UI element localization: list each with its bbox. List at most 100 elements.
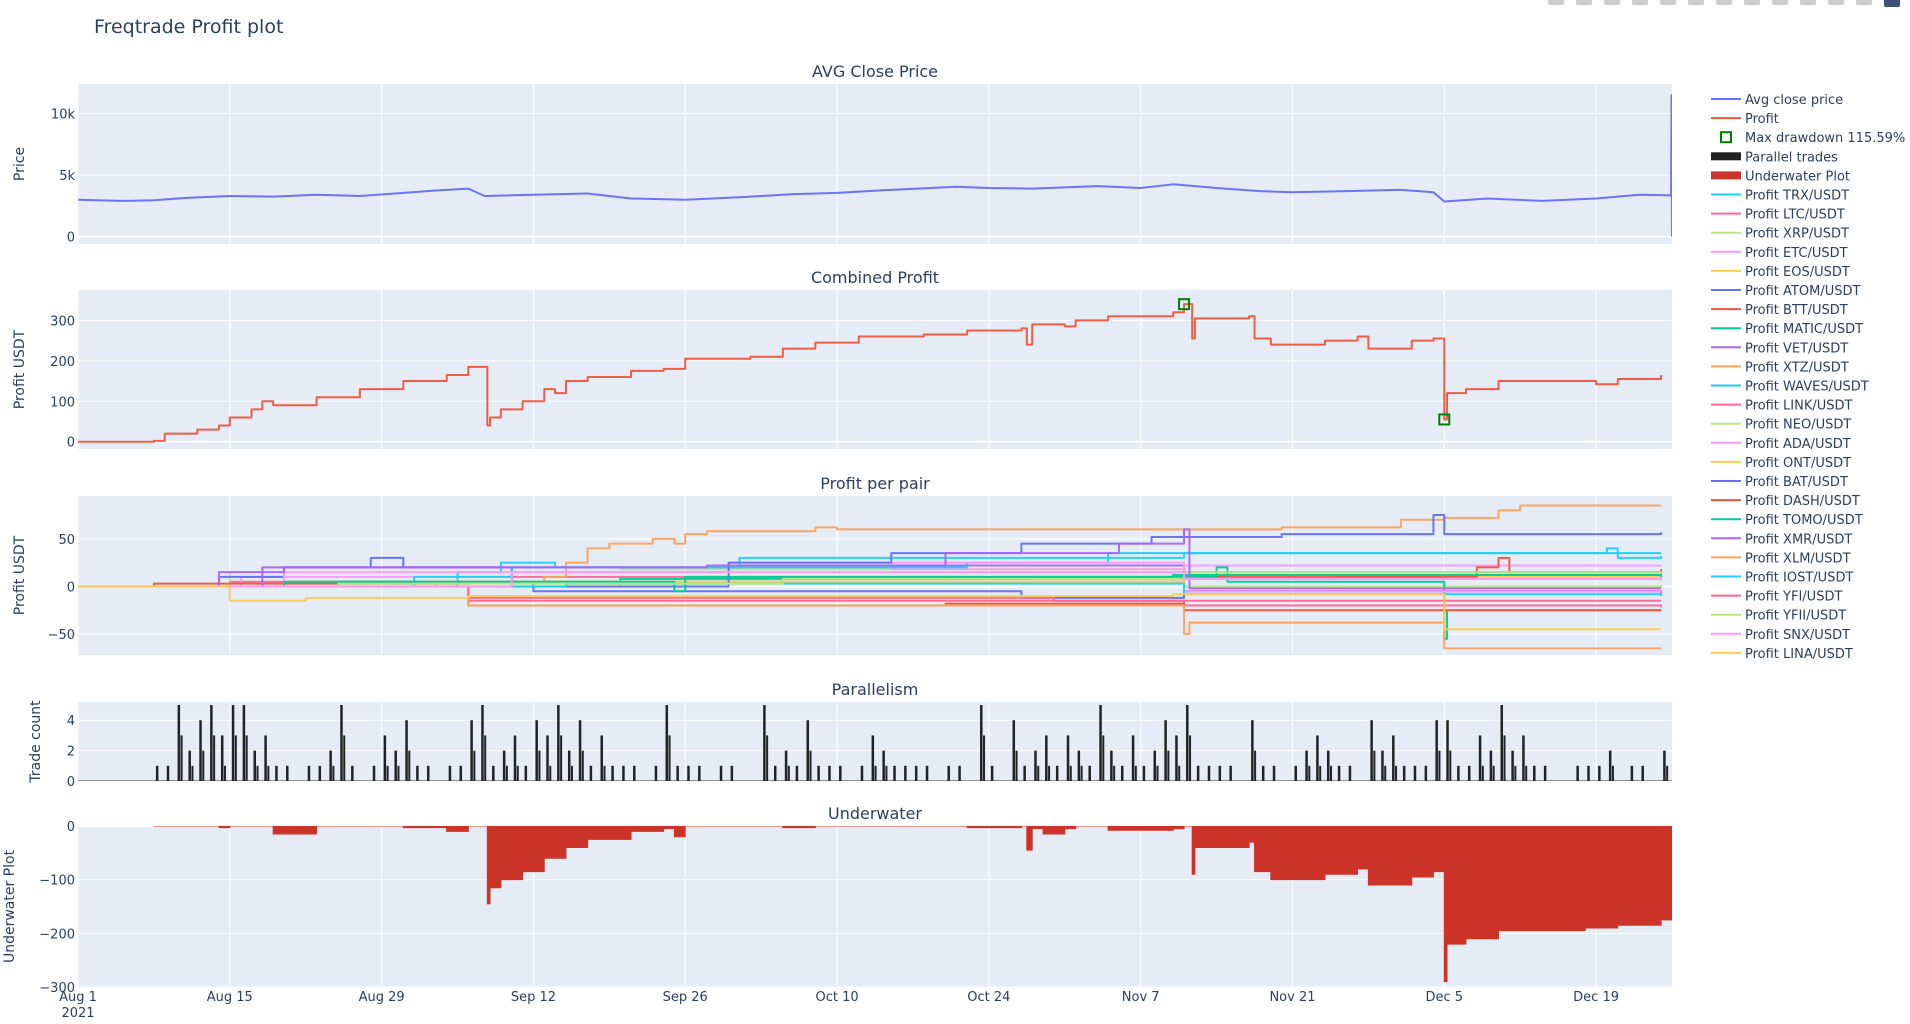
parallel-trades-bar (885, 765, 888, 781)
legend-bar-swatch (1711, 171, 1741, 180)
pan-icon[interactable] (1604, 0, 1620, 5)
plotly-logo[interactable] (1884, 0, 1900, 7)
parallel-trades-bar (231, 705, 235, 781)
parallel-trades-bar (1077, 750, 1081, 781)
autoscale-icon[interactable] (1744, 0, 1760, 5)
legend-item[interactable]: Profit ETC/USDT (1711, 246, 1848, 261)
legend-item[interactable]: Profit NEO/USDT (1711, 418, 1851, 433)
parallel-trades-bar (1316, 735, 1319, 781)
parallel-trades-bar (1500, 705, 1504, 781)
series-line-profit-iost-usdt (78, 582, 1663, 596)
parallel-trades-bar (1348, 765, 1352, 781)
parallel-trades-bar (1666, 765, 1669, 781)
y-tick-label: 2 (67, 745, 75, 760)
legend-item[interactable]: Profit LINA/USDT (1711, 647, 1853, 662)
legend-item[interactable]: Profit BAT/USDT (1711, 475, 1848, 490)
box-select-icon[interactable] (1632, 0, 1648, 5)
legend-item[interactable]: Profit YFII/USDT (1711, 609, 1846, 624)
series-line-profit-tomo-usdt (78, 574, 1663, 593)
x-tick-label: Oct 24 (967, 990, 1010, 1005)
zoom-out-icon[interactable] (1716, 0, 1732, 5)
legend-item[interactable]: Profit ADA/USDT (1711, 437, 1851, 452)
legend-bar-swatch (1711, 152, 1741, 161)
parallel-trades-bar (581, 750, 584, 781)
legend-item[interactable]: Profit IOST/USDT (1711, 571, 1853, 586)
legend-item[interactable]: Profit XTZ/USDT (1711, 360, 1849, 375)
y-tick-label: 300 (50, 314, 75, 329)
parallel-trades-bar (459, 765, 463, 781)
legend-label: Parallel trades (1745, 150, 1838, 165)
parallel-trades-bar (611, 765, 614, 781)
parallel-trades-bar (1413, 765, 1417, 781)
parallel-trades-bar (947, 765, 950, 781)
legend-item[interactable]: Profit EOS/USDT (1711, 265, 1850, 280)
legend-item[interactable]: Profit YFI/USDT (1711, 590, 1842, 605)
plot-marks (78, 705, 1672, 781)
legend-item[interactable]: Profit ATOM/USDT (1711, 284, 1860, 299)
legend-item[interactable]: Profit (1711, 112, 1779, 127)
parallel-trades-bar (234, 735, 237, 781)
legend-item[interactable]: Profit TOMO/USDT (1711, 513, 1863, 528)
lasso-icon[interactable] (1660, 0, 1676, 5)
legend-item[interactable]: Profit WAVES/USDT (1711, 380, 1869, 395)
legend-label: Profit IOST/USDT (1745, 571, 1853, 586)
y-axis-title: Trade count (28, 700, 44, 784)
parallel-trades-bar (874, 765, 877, 781)
parallel-trades-bar (1533, 765, 1536, 781)
legend-item[interactable]: Max drawdown 115.59% (1720, 131, 1905, 146)
x-tick-year: 2021 (61, 1006, 94, 1021)
legend-item[interactable]: Profit XMR/USDT (1711, 532, 1852, 547)
hover-compare-icon[interactable] (1856, 0, 1872, 5)
zoom-in-icon[interactable] (1688, 0, 1704, 5)
parallel-trades-bar (220, 735, 224, 781)
legend-item[interactable]: Profit SNX/USDT (1711, 628, 1850, 643)
parallel-trades-bar (253, 750, 256, 781)
legend-item[interactable]: Profit TRX/USDT (1711, 189, 1849, 204)
parallel-trades-bar (1435, 720, 1438, 781)
parallel-trades-bar (1576, 765, 1579, 781)
legend-item[interactable]: Profit LTC/USDT (1711, 208, 1845, 223)
x-tick-label: Nov 7 (1122, 990, 1160, 1005)
x-tick-label: Oct 10 (815, 990, 858, 1005)
parallel-trades-bar (166, 765, 170, 781)
legend-item[interactable]: Profit XRP/USDT (1711, 227, 1849, 242)
parallel-trades-bar (1272, 765, 1276, 781)
modebar (1548, 0, 1900, 8)
legend-item[interactable]: Profit LINK/USDT (1711, 399, 1853, 414)
series-line-profit-lina-usdt (78, 585, 1662, 631)
parallel-trades-bar (481, 705, 484, 781)
legend-item[interactable]: Profit MATIC/USDT (1711, 322, 1863, 337)
legend-item[interactable]: Profit ONT/USDT (1711, 456, 1851, 471)
reset-axes-icon[interactable] (1772, 0, 1788, 5)
legend-item[interactable]: Profit DASH/USDT (1711, 494, 1860, 509)
parallel-trades-bar (1381, 750, 1384, 781)
legend-item[interactable]: Profit BTT/USDT (1711, 303, 1848, 318)
camera-icon[interactable] (1548, 0, 1564, 5)
legend-label: Profit ADA/USDT (1745, 437, 1851, 452)
zoom-icon[interactable] (1576, 0, 1592, 5)
spike-lines-icon[interactable] (1800, 0, 1816, 5)
x-tick-label: Nov 21 (1269, 990, 1315, 1005)
legend-item[interactable]: Parallel trades (1711, 150, 1838, 165)
legend-label: Profit DASH/USDT (1745, 494, 1860, 509)
series-line-profit-snx-usdt (78, 571, 1663, 588)
parallel-trades-bar (1167, 750, 1170, 781)
legend-label: Profit YFII/USDT (1745, 609, 1846, 624)
parallel-trades-bar (698, 765, 701, 781)
parallel-trades-bar (1446, 720, 1449, 781)
parallel-trades-bar (223, 765, 226, 781)
parallel-trades-bar (795, 765, 799, 781)
parallel-trades-bar (397, 765, 400, 781)
parallel-trades-bar (719, 765, 723, 781)
legend-item[interactable]: Profit VET/USDT (1711, 341, 1848, 356)
legend-label: Profit EOS/USDT (1745, 265, 1850, 280)
parallel-trades-bar (505, 765, 508, 781)
legend-item[interactable]: Avg close price (1711, 93, 1843, 108)
legend-item[interactable]: Underwater Plot (1711, 169, 1850, 184)
hover-closest-icon[interactable] (1828, 0, 1844, 5)
chart-title: Freqtrade Profit plot (94, 16, 283, 38)
parallel-trades-bar (329, 750, 332, 781)
parallel-trades-bar (1514, 765, 1517, 781)
legend-item[interactable]: Profit XLM/USDT (1711, 551, 1851, 566)
parallel-trades-bar (516, 765, 519, 781)
